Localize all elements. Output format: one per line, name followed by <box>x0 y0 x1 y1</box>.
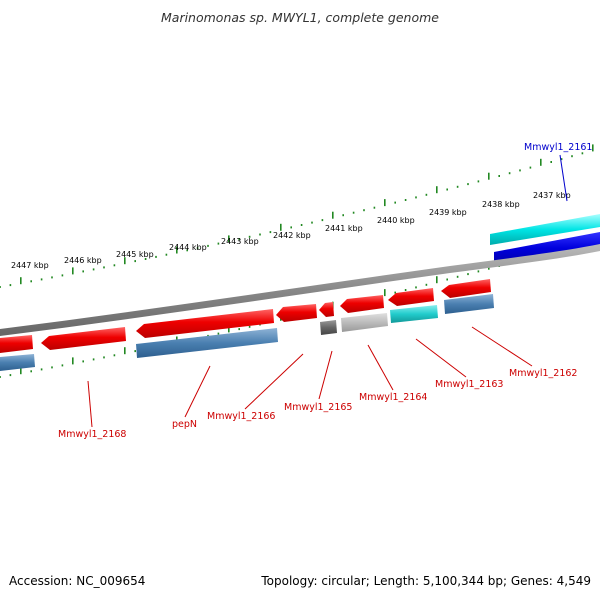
scale-label: 2438 kbp <box>482 200 520 209</box>
genome-summary-text: Topology: circular; Length: 5,100,344 bp… <box>261 574 591 588</box>
cds-feature <box>0 354 35 371</box>
gene-labels: Mmwyl1_2161 Mmwyl1_2162 Mmwyl1_2163 Mmwy… <box>58 142 592 440</box>
gene-arrow <box>0 335 33 353</box>
leader-line <box>472 327 532 366</box>
scale-label: 2446 kbp <box>64 256 102 265</box>
gene-label[interactable]: Mmwyl1_2161 <box>524 142 592 153</box>
scale-labels: 2447 kbp 2446 kbp 2445 kbp 2444 kbp 2443… <box>11 191 571 270</box>
scale-label: 2439 kbp <box>429 208 467 217</box>
cds-feature <box>390 305 438 323</box>
rna-feature <box>320 320 337 335</box>
rna-feature <box>341 313 388 332</box>
gene-arrow <box>319 302 334 317</box>
scale-label: 2445 kbp <box>116 250 154 259</box>
gene-label[interactable]: Mmwyl1_2163 <box>435 379 503 390</box>
leader-line <box>245 354 303 409</box>
leader-line <box>319 351 332 399</box>
gene-label[interactable]: Mmwyl1_2168 <box>58 429 126 440</box>
scale-label: 2437 kbp <box>533 191 571 200</box>
gene-label[interactable]: Mmwyl1_2162 <box>509 368 577 379</box>
leader-line <box>185 366 210 417</box>
accession-text: Accession: NC_009654 <box>9 574 145 588</box>
scale-label: 2442 kbp <box>273 231 311 240</box>
scale-label: 2440 kbp <box>377 216 415 225</box>
scale-label: 2444 kbp <box>169 243 207 252</box>
gene-label[interactable]: pepN <box>172 419 197 430</box>
genome-map: Marinomonas sp. MWYL1, complete genome 2… <box>0 0 600 600</box>
reverse-cds <box>0 294 494 371</box>
scale-label: 2441 kbp <box>325 224 363 233</box>
gene-label[interactable]: Mmwyl1_2164 <box>359 392 427 403</box>
scale-label: 2447 kbp <box>11 261 49 270</box>
leader-line <box>368 345 393 390</box>
gene-arrow <box>340 295 384 313</box>
scale-label: 2443 kbp <box>221 237 259 246</box>
leader-line <box>416 339 466 377</box>
gene-arrow <box>441 279 491 298</box>
gene-arrow <box>276 304 317 322</box>
gene-label[interactable]: Mmwyl1_2165 <box>284 402 352 413</box>
map-title: Marinomonas sp. MWYL1, complete genome <box>161 10 439 25</box>
gene-arrow <box>41 327 126 350</box>
gene-arrow <box>388 288 434 306</box>
leader-line <box>88 381 92 427</box>
gene-label[interactable]: Mmwyl1_2166 <box>207 411 275 422</box>
